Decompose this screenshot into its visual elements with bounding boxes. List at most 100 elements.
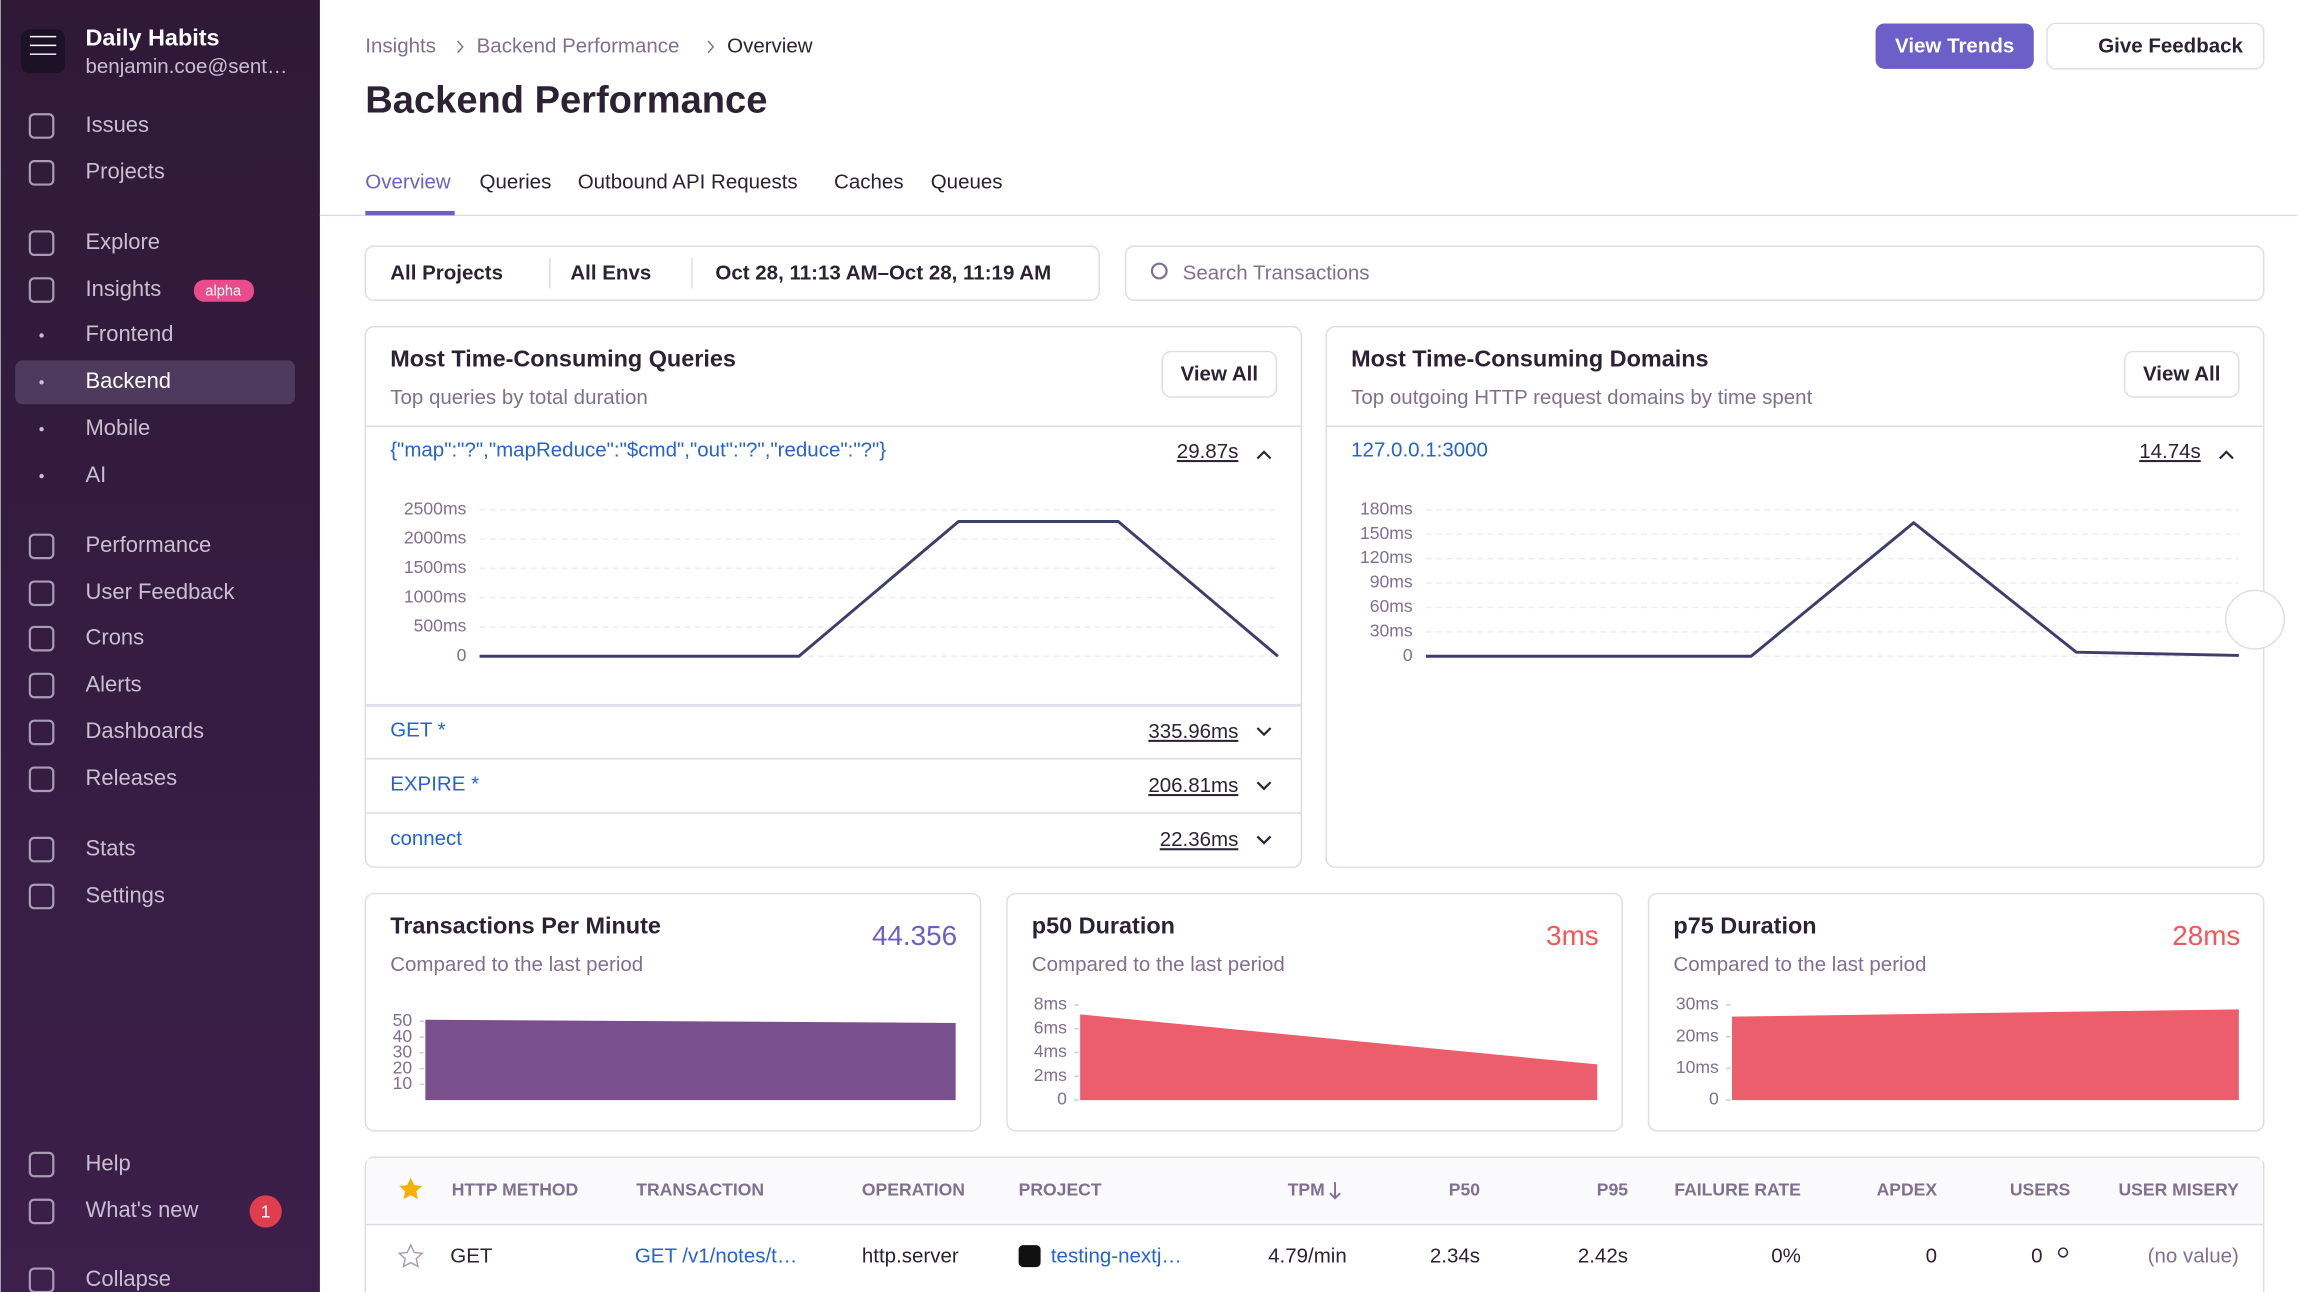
y-tick-label: 90ms bbox=[1370, 572, 1413, 592]
y-tick-label: 1000ms bbox=[404, 586, 467, 606]
row-label[interactable]: {"map":"?","mapReduce":"$cmd","out":"?",… bbox=[390, 439, 886, 462]
column-header[interactable]: USER MISERY bbox=[2118, 1180, 2239, 1200]
row-chevron[interactable] bbox=[1256, 781, 1272, 791]
y-tick-label: 0 bbox=[1403, 645, 1413, 665]
nav-icon bbox=[28, 160, 55, 186]
y-tick-label: 20ms bbox=[1676, 1025, 1719, 1045]
y-tick-label: 2500ms bbox=[404, 498, 467, 518]
button-text: View All bbox=[1181, 362, 1258, 385]
column-header[interactable]: OPERATION bbox=[862, 1180, 965, 1200]
y-tick-label: 10ms bbox=[1676, 1057, 1719, 1077]
active-nav-bg bbox=[15, 360, 295, 405]
row-label[interactable]: GET * bbox=[390, 718, 445, 741]
table-cell: GET bbox=[450, 1244, 493, 1267]
date-filter[interactable]: Oct 28, 11:13 AM–Oct 28, 11:19 AM bbox=[715, 261, 1051, 284]
nav-item[interactable]: Performance bbox=[86, 532, 212, 557]
table-cell: (no value) bbox=[2148, 1244, 2239, 1267]
table-cell[interactable]: GET /v1/notes/t… bbox=[635, 1244, 798, 1267]
row-label[interactable]: connect bbox=[390, 827, 462, 850]
tab[interactable]: Queries bbox=[480, 171, 552, 194]
column-header[interactable]: USERS bbox=[2010, 1180, 2071, 1200]
column-header[interactable]: P50 bbox=[1449, 1180, 1480, 1200]
row-chevron[interactable] bbox=[1256, 835, 1272, 845]
area-series bbox=[425, 1019, 956, 1101]
column-header[interactable]: P95 bbox=[1597, 1180, 1628, 1200]
org-name[interactable]: Daily Habits bbox=[86, 25, 220, 51]
tab[interactable]: Outbound API Requests bbox=[578, 171, 798, 194]
nav-item[interactable]: Projects bbox=[86, 159, 165, 184]
panel-subtitle: Top outgoing HTTP request domains by tim… bbox=[1351, 386, 1812, 409]
y-tick-label: 6ms bbox=[1034, 1017, 1067, 1037]
project-icon bbox=[1018, 1245, 1041, 1268]
metric-value: 44.356 bbox=[872, 920, 957, 951]
nav-item[interactable]: Backend bbox=[86, 368, 172, 393]
nav-item[interactable]: Mobile bbox=[86, 415, 151, 440]
nav-icon bbox=[28, 672, 55, 699]
row-label[interactable]: 127.0.0.1:3000 bbox=[1351, 439, 1488, 462]
nav-item[interactable]: Insights bbox=[86, 276, 162, 301]
button-text: View Trends bbox=[1895, 34, 2014, 57]
nav-item[interactable]: Stats bbox=[86, 835, 136, 860]
y-tick-label: 50 bbox=[393, 1010, 413, 1030]
tab[interactable]: Queues bbox=[931, 171, 1003, 194]
column-header[interactable]: HTTP METHOD bbox=[452, 1180, 579, 1200]
row-chevron[interactable] bbox=[1256, 450, 1272, 460]
nav-item[interactable]: Dashboards bbox=[86, 718, 204, 743]
nav-bullet bbox=[39, 427, 44, 432]
column-header[interactable]: PROJECT bbox=[1019, 1180, 1102, 1200]
panel-title[interactable]: p75 Duration bbox=[1673, 912, 1816, 938]
page-title: Backend Performance bbox=[365, 80, 767, 122]
nav-item[interactable]: Settings bbox=[86, 882, 165, 907]
table-cell[interactable]: testing-nextj… bbox=[1051, 1244, 1182, 1267]
button-text: View All bbox=[2143, 362, 2220, 385]
whats-new-count: 1 bbox=[261, 1202, 271, 1222]
y-tick-label: 500ms bbox=[414, 616, 467, 636]
panel-title[interactable]: Most Time-Consuming Domains bbox=[1351, 346, 1708, 372]
tab[interactable]: Overview bbox=[365, 171, 451, 194]
breadcrumb: Overview bbox=[727, 34, 813, 57]
row-chevron[interactable] bbox=[2219, 450, 2234, 460]
row-chevron[interactable] bbox=[1256, 727, 1272, 737]
breadcrumb[interactable]: Insights bbox=[365, 34, 436, 57]
nav-item[interactable]: AI bbox=[86, 462, 107, 487]
nav-item[interactable]: Releases bbox=[86, 765, 178, 790]
search-box[interactable] bbox=[1124, 245, 2265, 302]
sort-arrow bbox=[1329, 1182, 1341, 1200]
y-tick-label: 20 bbox=[393, 1057, 413, 1077]
area-series bbox=[1732, 1009, 2239, 1101]
nav-item[interactable]: Help bbox=[86, 1150, 131, 1175]
y-tick-label: 0 bbox=[457, 645, 467, 665]
nav-item[interactable]: Collapse bbox=[86, 1266, 171, 1291]
project-filter[interactable]: All Projects bbox=[390, 261, 503, 284]
view-all-button[interactable] bbox=[2123, 350, 2240, 398]
column-header[interactable]: APDEX bbox=[1877, 1180, 1938, 1200]
metric-value: 28ms bbox=[2172, 920, 2240, 951]
nav-item[interactable]: Issues bbox=[86, 112, 150, 137]
env-filter[interactable]: All Envs bbox=[570, 261, 651, 284]
column-header[interactable]: FAILURE RATE bbox=[1674, 1180, 1801, 1200]
nav-item[interactable]: Alerts bbox=[86, 671, 142, 696]
feedback-fab[interactable] bbox=[2224, 589, 2285, 650]
tab[interactable]: Caches bbox=[834, 171, 904, 194]
nav-item[interactable]: Frontend bbox=[86, 321, 174, 346]
nav-icon bbox=[28, 719, 55, 746]
panel-title[interactable]: p50 Duration bbox=[1032, 912, 1175, 938]
column-header[interactable]: TPM bbox=[1288, 1180, 1325, 1200]
view-all-button[interactable] bbox=[1161, 350, 1278, 398]
feedback-button[interactable] bbox=[2046, 22, 2265, 70]
panel-title[interactable]: Most Time-Consuming Queries bbox=[390, 346, 736, 372]
nav-item[interactable]: User Feedback bbox=[86, 579, 236, 604]
nav-item[interactable]: Explore bbox=[86, 229, 161, 254]
nav-item[interactable]: What's new bbox=[86, 1197, 199, 1222]
breadcrumb[interactable]: Backend Performance bbox=[477, 34, 680, 57]
row-value: 206.81ms bbox=[1148, 774, 1238, 797]
row-label[interactable]: EXPIRE * bbox=[390, 773, 479, 796]
column-header[interactable]: TRANSACTION bbox=[636, 1180, 764, 1200]
search-placeholder: Search Transactions bbox=[1183, 261, 1370, 284]
nav-bullet bbox=[39, 333, 44, 338]
view-trends-button[interactable] bbox=[1875, 23, 2034, 69]
nav-item[interactable]: Crons bbox=[86, 624, 145, 649]
star-row[interactable] bbox=[397, 1243, 424, 1268]
panel-title[interactable]: Transactions Per Minute bbox=[390, 912, 661, 938]
